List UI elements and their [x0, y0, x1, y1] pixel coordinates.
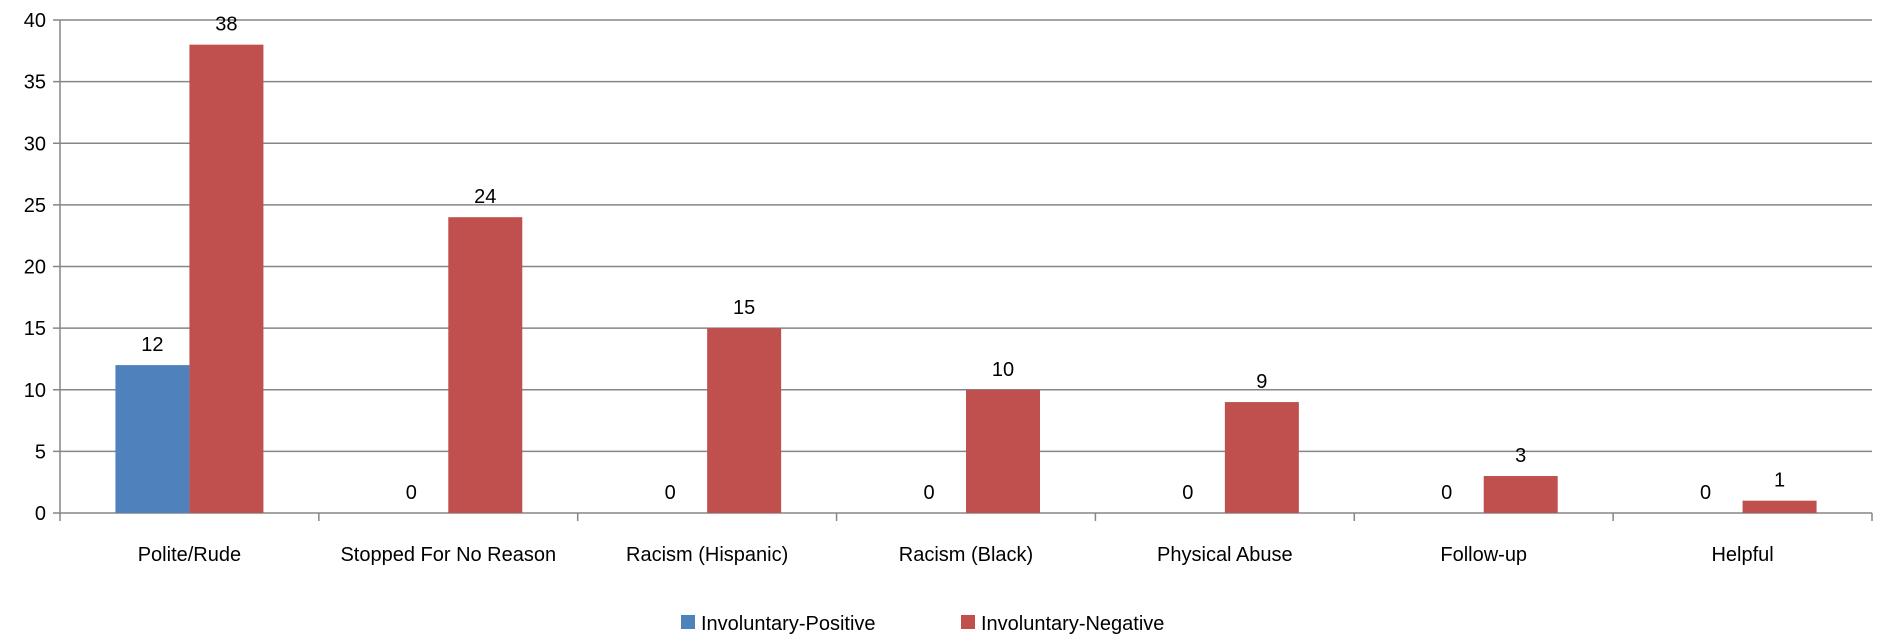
y-tick-label: 10	[24, 380, 46, 402]
data-label: 3	[1515, 445, 1526, 467]
data-label: 15	[733, 297, 755, 319]
y-tick-label: 25	[24, 195, 46, 217]
data-label: 0	[1182, 482, 1193, 504]
bar-involuntary-negative	[707, 328, 782, 513]
x-category-label: Helpful	[1711, 544, 1773, 566]
bar-involuntary-negative	[1742, 500, 1817, 513]
bar-involuntary-negative	[448, 217, 523, 513]
data-label: 0	[1700, 482, 1711, 504]
x-category-label: Physical Abuse	[1157, 544, 1293, 566]
y-tick-label: 15	[24, 318, 46, 340]
y-tick-label: 0	[35, 503, 46, 525]
gridlines	[60, 19, 1872, 453]
legend-swatch	[681, 615, 695, 629]
bar-involuntary-negative	[1483, 476, 1558, 513]
x-category-label: Racism (Hispanic)	[626, 544, 788, 566]
legend-swatch	[961, 615, 975, 629]
axes	[53, 19, 1873, 521]
data-label: 24	[474, 186, 496, 208]
data-label: 9	[1256, 371, 1267, 393]
data-label: 38	[215, 14, 237, 36]
data-label: 0	[923, 482, 934, 504]
data-label: 0	[1441, 482, 1452, 504]
x-axis-category-labels: Polite/Rude Stopped For No Reason Racism (…	[138, 544, 1774, 566]
data-label: 0	[665, 482, 676, 504]
y-tick-label: 20	[24, 257, 46, 279]
data-label: 0	[406, 482, 417, 504]
x-category-label: Follow-up	[1440, 544, 1527, 566]
data-labels: 12 38 0 24 0 15 0 10 0 9 0 3 0 1	[141, 14, 1785, 504]
legend-label: Involuntary-Negative	[981, 613, 1164, 635]
data-label: 10	[992, 359, 1014, 381]
bar-involuntary-negative	[966, 389, 1040, 513]
y-axis-tick-labels: 0 5 10 15 20 25 30 35 40	[24, 10, 46, 525]
bar-involuntary-positive	[115, 365, 190, 513]
x-category-label: Racism (Black)	[899, 544, 1033, 566]
bar-involuntary-negative	[189, 44, 264, 514]
legend-label: Involuntary-Positive	[701, 613, 876, 635]
bars	[115, 44, 1817, 514]
x-category-label: Polite/Rude	[138, 544, 241, 566]
y-tick-label: 5	[35, 441, 46, 463]
data-label: 1	[1774, 470, 1785, 492]
x-category-label: Stopped For No Reason	[340, 544, 556, 566]
y-tick-label: 35	[24, 72, 46, 94]
data-label: 12	[141, 334, 163, 356]
legend: Involuntary-Positive Involuntary-Negative	[681, 613, 1164, 635]
y-tick-label: 40	[24, 10, 46, 32]
y-tick-label: 30	[24, 133, 46, 155]
bar-involuntary-negative	[1224, 402, 1299, 513]
